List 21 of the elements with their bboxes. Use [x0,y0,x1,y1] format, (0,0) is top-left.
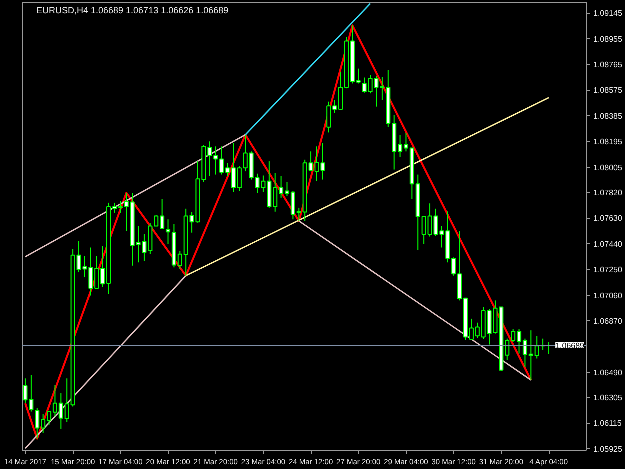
y-tick-label: 1.07820 [594,188,623,198]
y-tick-label: 1.07440 [594,240,623,249]
y-tick-label: 1.06490 [594,368,623,378]
y-tick-label: 1.08955 [594,34,623,44]
y-tick-label: 1.07250 [594,266,623,275]
y-tick-label: 1.08575 [594,86,623,96]
ref-line-label: 1.06689 [556,341,586,350]
y-tick-label: 1.06115 [594,419,622,428]
y-tick-label: 1.06305 [594,393,623,402]
y-tick-label: 1.07630 [594,214,623,224]
y-tick-label: 1.09145 [594,9,623,18]
y-tick-label: 1.08765 [594,60,623,70]
candlestick [166,219,171,245]
y-tick-label: 1.08195 [594,138,623,147]
y-tick-label: 1.08385 [594,112,623,121]
chart-title: EURUSD,H4 1.06689 1.06713 1.06626 1.06689 [36,6,229,16]
y-tick-label: 1.07060 [594,291,623,300]
y-tick-label: 1.05925 [594,444,623,454]
line-series [24,24,532,440]
y-tick-label: 1.06870 [594,316,623,326]
y-tick-label: 1.08005 [594,163,623,172]
